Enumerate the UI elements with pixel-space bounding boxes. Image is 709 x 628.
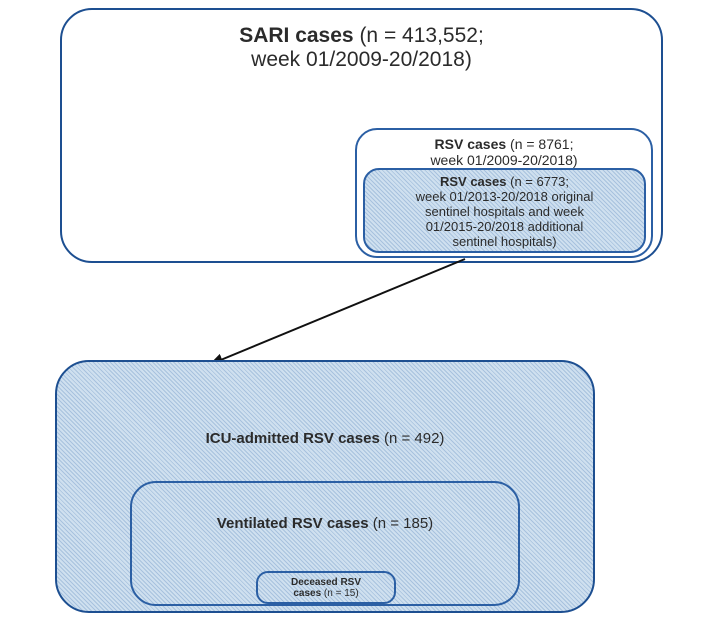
rsv-inner-rest: (n = 6773;: [510, 174, 569, 189]
ventilated-label-rest: (n = 185): [373, 515, 433, 532]
sari-title-bold: SARI cases: [239, 24, 353, 47]
rsv-inner-bold: RSV cases: [440, 174, 507, 189]
rsv-outer-rest: (n = 8761;: [510, 136, 573, 152]
rsv-inner-box: RSV cases (n = 6773; week 01/2013-20/201…: [363, 168, 646, 253]
sari-title: SARI cases (n = 413,552; week 01/2009-20…: [62, 24, 661, 72]
deceased-box: Deceased RSV cases (n = 15): [256, 571, 396, 604]
deceased-label: Deceased RSV cases (n = 15): [258, 577, 394, 599]
icu-label-rest: (n = 492): [384, 430, 444, 447]
rsv-inner-line3: sentinel hospitals and week: [425, 204, 584, 219]
rsv-inner-line2: week 01/2013-20/2018 original: [416, 189, 594, 204]
icu-label: ICU-admitted RSV cases (n = 492): [57, 430, 593, 447]
deceased-line2-rest: (n = 15): [324, 588, 359, 599]
sari-title-rest: (n = 413,552;: [359, 24, 483, 47]
rsv-outer-bold: RSV cases: [435, 136, 507, 152]
rsv-inner-line5: sentinel hospitals): [452, 234, 556, 249]
deceased-line2-bold: cases: [293, 588, 321, 599]
rsv-inner-line4: 01/2015-20/2018 additional: [426, 219, 584, 234]
rsv-inner-text: RSV cases (n = 6773; week 01/2013-20/201…: [365, 174, 644, 249]
ventilated-label-bold: Ventilated RSV cases: [217, 515, 369, 532]
deceased-label-bold: Deceased RSV: [291, 577, 361, 588]
icu-label-bold: ICU-admitted RSV cases: [206, 430, 380, 447]
ventilated-label: Ventilated RSV cases (n = 185): [132, 515, 518, 532]
rsv-outer-text: RSV cases (n = 8761; week 01/2009-20/201…: [357, 136, 651, 168]
sari-title-line2: week 01/2009-20/2018): [251, 48, 472, 71]
rsv-outer-line2: week 01/2009-20/2018): [430, 152, 577, 168]
